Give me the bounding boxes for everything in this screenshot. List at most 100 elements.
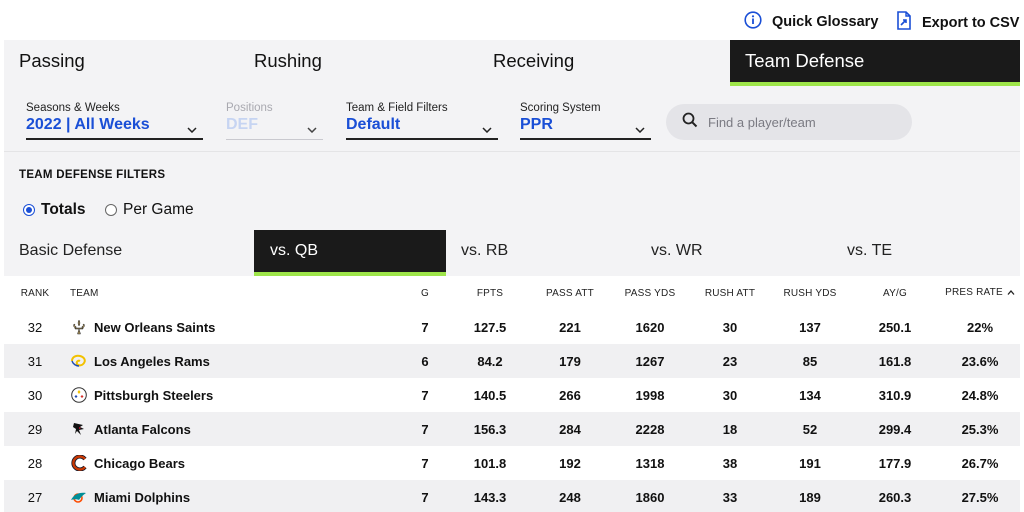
radio-checked-icon bbox=[23, 204, 35, 216]
col-header-pass-yds[interactable]: PASS YDS bbox=[624, 287, 676, 299]
radio-per-game[interactable]: Per Game bbox=[105, 201, 194, 219]
search-input[interactable] bbox=[708, 114, 898, 130]
chevron-down-icon bbox=[307, 120, 317, 138]
col-header-rush-att[interactable]: RUSH ATT bbox=[704, 287, 756, 299]
radio-per-game-label: Per Game bbox=[123, 201, 194, 218]
select-underline bbox=[226, 139, 323, 140]
cell-pres-rate: 22% bbox=[966, 319, 994, 335]
col-header-pass-att[interactable]: PASS ATT bbox=[546, 287, 594, 299]
scoring-system-label: Scoring System bbox=[520, 102, 601, 114]
falcons-logo-icon bbox=[70, 420, 88, 438]
cell-g: 7 bbox=[421, 387, 429, 403]
cell-team[interactable]: New Orleans Saints bbox=[66, 310, 400, 344]
tab-basic-defense[interactable]: Basic Defense bbox=[19, 242, 123, 259]
cell-team[interactable]: Los Angeles Rams bbox=[66, 344, 400, 378]
seasons-weeks-select[interactable]: Seasons & Weeks 2022 | All Weeks bbox=[26, 102, 203, 140]
cell-ay-g: 299.4 bbox=[850, 412, 940, 446]
cell-rank: 32 bbox=[27, 319, 43, 335]
tab-vs-te[interactable]: vs. TE bbox=[847, 242, 893, 259]
cell-g: 6 bbox=[400, 344, 450, 378]
positions-value: DEF bbox=[226, 116, 258, 133]
cell-team[interactable]: Miami Dolphins bbox=[66, 480, 400, 512]
table-row[interactable]: 28 Chicago Bears 7 101.8 192 1318 38 191… bbox=[4, 446, 1020, 480]
team-name: Pittsburgh Steelers bbox=[94, 387, 214, 403]
quick-glossary-link[interactable]: Quick Glossary bbox=[744, 11, 878, 33]
search-box[interactable] bbox=[666, 104, 912, 140]
cell-rush-yds: 191 bbox=[799, 455, 821, 471]
team-name: Atlanta Falcons bbox=[94, 421, 191, 437]
cell-ay-g: 310.9 bbox=[878, 387, 912, 403]
positions-label: Positions bbox=[226, 102, 273, 114]
saints-logo-icon bbox=[70, 318, 88, 336]
col-header-fpts[interactable]: FPTS bbox=[476, 287, 504, 299]
scoring-system-select[interactable]: Scoring System PPR bbox=[520, 102, 651, 140]
table-row[interactable]: 30 Pittsburgh Steelers 7 140.5 266 1998 … bbox=[4, 378, 1020, 412]
select-underline bbox=[346, 138, 498, 140]
table-row[interactable]: 29 Atlanta Falcons 7 156.3 284 2228 18 5… bbox=[4, 412, 1020, 446]
cell-g: 7 bbox=[400, 412, 450, 446]
team-name: Chicago Bears bbox=[94, 455, 186, 471]
tab-vs-qb[interactable]: vs. QB bbox=[254, 230, 446, 276]
cell-rank: 27 bbox=[4, 480, 66, 512]
chevron-down-icon bbox=[635, 120, 645, 138]
cell-fpts: 140.5 bbox=[473, 387, 507, 403]
quick-glossary-label: Quick Glossary bbox=[772, 14, 879, 30]
col-header-rush-yds[interactable]: RUSH YDS bbox=[783, 287, 837, 299]
cell-rush-att: 33 bbox=[690, 480, 770, 512]
cell-ay-g: 260.3 bbox=[850, 480, 940, 512]
cell-rush-yds: 137 bbox=[799, 319, 821, 335]
rams-logo-icon bbox=[70, 352, 88, 370]
tab-vs-wr[interactable]: vs. WR bbox=[651, 242, 703, 259]
tab-rushing[interactable]: Rushing bbox=[254, 50, 322, 71]
main-tabs: Passing Rushing Receiving Team Defense bbox=[4, 40, 1020, 86]
cell-fpts: 127.5 bbox=[473, 319, 507, 335]
cell-rush-yds: 189 bbox=[770, 480, 850, 512]
cell-team[interactable]: Pittsburgh Steelers bbox=[66, 378, 400, 412]
col-header-g[interactable]: G bbox=[421, 287, 429, 299]
cell-ay-g: 250.1 bbox=[878, 319, 912, 335]
export-csv-link[interactable]: Export to CSV bbox=[896, 11, 1019, 34]
cell-pass-yds: 1620 bbox=[635, 319, 665, 335]
pres-rate-label: PRES RATE bbox=[945, 287, 1003, 299]
cell-rank: 30 bbox=[27, 387, 43, 403]
select-underline bbox=[520, 138, 651, 140]
cell-rush-att: 18 bbox=[690, 412, 770, 446]
seasons-weeks-value: 2022 | All Weeks bbox=[26, 116, 150, 133]
cell-rush-yds: 85 bbox=[770, 344, 850, 378]
steelers-logo-icon bbox=[70, 386, 88, 404]
cell-rank: 29 bbox=[4, 412, 66, 446]
tab-passing[interactable]: Passing bbox=[19, 50, 85, 71]
team-field-filters-value: Default bbox=[346, 116, 401, 133]
col-header-ay-g[interactable]: AY/G bbox=[883, 287, 907, 299]
cell-pass-yds: 1860 bbox=[610, 480, 690, 512]
radio-totals[interactable]: Totals bbox=[23, 201, 86, 219]
col-header-team[interactable]: TEAM bbox=[70, 287, 99, 299]
tab-receiving[interactable]: Receiving bbox=[493, 50, 575, 71]
filter-bar: Seasons & Weeks 2022 | All Weeks Positio… bbox=[4, 86, 1020, 152]
cell-pres-rate: 26.7% bbox=[961, 455, 999, 471]
col-header-rank[interactable]: RANK bbox=[20, 287, 50, 299]
radio-totals-label: Totals bbox=[41, 201, 86, 218]
table-row[interactable]: 31 Los Angeles Rams 6 84.2 179 1267 23 8… bbox=[4, 344, 1020, 378]
export-csv-label: Export to CSV bbox=[922, 14, 1020, 31]
tab-team-defense[interactable]: Team Defense bbox=[730, 40, 1020, 86]
col-header-pres-rate[interactable]: PRES RATE bbox=[940, 276, 1020, 310]
cell-pass-yds: 2228 bbox=[610, 412, 690, 446]
cell-pres-rate: 23.6% bbox=[940, 344, 1020, 378]
select-underline bbox=[26, 138, 203, 140]
cell-pass-att: 248 bbox=[530, 480, 610, 512]
table-header-row: RANK TEAM G FPTS PASS ATT PASS YDS RUSH … bbox=[4, 276, 1020, 310]
cell-rush-att: 30 bbox=[722, 319, 738, 335]
table-row[interactable]: 32 New Orleans Saints 7 127.5 221 1620 3… bbox=[4, 310, 1020, 344]
cell-pres-rate: 25.3% bbox=[940, 412, 1020, 446]
cell-team[interactable]: Atlanta Falcons bbox=[66, 412, 400, 446]
tab-vs-rb[interactable]: vs. RB bbox=[461, 242, 509, 259]
top-toolbar: Quick Glossary Export to CSV bbox=[0, 0, 1024, 40]
cell-rank: 31 bbox=[4, 344, 66, 378]
defense-sub-tabs: Basic Defense vs. QB vs. RB vs. WR vs. T… bbox=[4, 230, 1020, 276]
cell-pass-att: 284 bbox=[530, 412, 610, 446]
cell-team[interactable]: Chicago Bears bbox=[66, 446, 400, 480]
cell-pass-att: 221 bbox=[559, 319, 581, 335]
team-field-filters-select[interactable]: Team & Field Filters Default bbox=[346, 102, 498, 140]
table-row[interactable]: 27 Miami Dolphins 7 143.3 248 1860 33 18… bbox=[4, 480, 1020, 512]
